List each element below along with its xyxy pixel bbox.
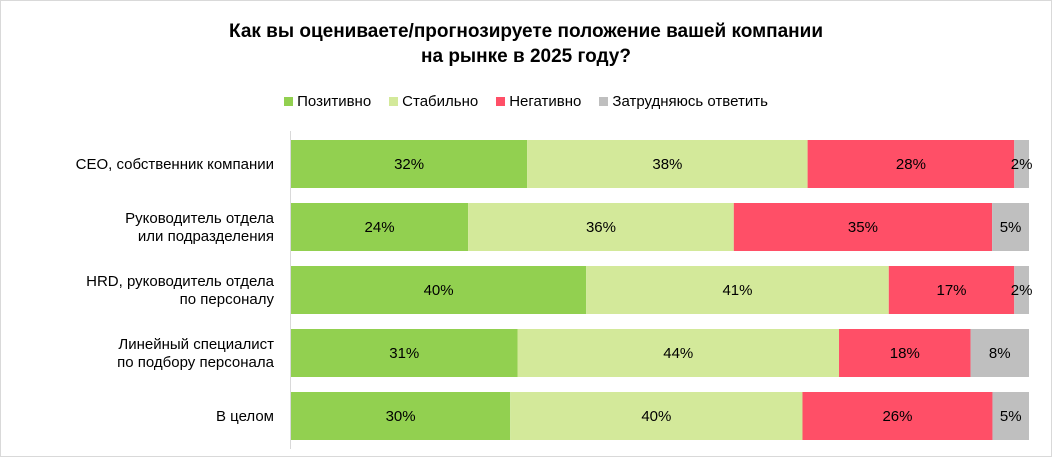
chart-title-line-2: на рынке в 2025 году?	[421, 46, 631, 67]
bar-segment	[291, 203, 469, 251]
data-label: 40%	[641, 408, 671, 425]
bar-segment	[807, 140, 1015, 188]
bar-segment	[888, 266, 1015, 314]
category-label-line: В целом	[216, 408, 274, 425]
bar-segment	[992, 203, 1029, 251]
data-label: 32%	[394, 156, 424, 173]
legend-item-stable: Стабильно	[389, 93, 478, 110]
category-label-line: по подбору персонала	[117, 354, 274, 371]
data-label: 26%	[882, 408, 912, 425]
legend-label-undecided: Затрудняюсь ответить	[612, 93, 768, 110]
chart-legend: Позитивно Стабильно Негативно Затрудняюс…	[1, 93, 1051, 110]
bar-segment	[1014, 140, 1029, 188]
legend-label-stable: Стабильно	[402, 93, 479, 110]
category-label: HRD, руководитель отдела по персоналу	[86, 273, 275, 308]
category-label-line: по персоналу	[180, 291, 275, 308]
bar-segment	[970, 329, 1029, 377]
data-label: 30%	[386, 408, 416, 425]
chart-title-line-1: Как вы оцениваете/прогнозируете положени…	[228, 21, 824, 42]
data-label: 35%	[848, 219, 878, 236]
data-label: 44%	[663, 345, 693, 362]
data-label: 24%	[365, 219, 395, 236]
category-label-line: или подразделения	[138, 228, 274, 245]
bar-segment	[733, 203, 993, 251]
data-label: 36%	[586, 219, 616, 236]
data-label: 41%	[722, 282, 752, 299]
data-label: 17%	[936, 282, 966, 299]
bar-segment	[291, 140, 528, 188]
category-label-line: Линейный специалист	[118, 336, 274, 353]
legend-swatch-negative	[496, 97, 506, 106]
data-label: 5%	[1000, 408, 1022, 425]
chart-title: Как вы оцениваете/прогнозируете положени…	[1, 19, 1051, 69]
legend-label-negative: Негативно	[509, 93, 582, 110]
bar-segment	[527, 140, 808, 188]
category-label: Линейный специалист по подбору персонала	[117, 336, 274, 371]
bar-segment	[291, 329, 518, 377]
data-label: 31%	[389, 345, 419, 362]
category-label: Руководитель отдела или подразделения	[125, 210, 275, 245]
legend-swatch-undecided	[599, 97, 609, 106]
legend-item-positive: Позитивно	[284, 93, 371, 110]
data-label: 38%	[652, 156, 682, 173]
category-label: В целом	[216, 408, 274, 425]
bar-segment	[1014, 266, 1029, 314]
category-label: CEO, собственник компании	[76, 156, 274, 173]
legend-item-negative: Негативно	[496, 93, 581, 110]
bar-segment	[468, 203, 734, 251]
legend-swatch-stable	[389, 97, 399, 106]
data-label: 2%	[1011, 156, 1033, 173]
category-label-line: Руководитель отдела	[125, 210, 275, 227]
category-label-line: CEO, собственник компании	[76, 156, 274, 173]
bar-segment	[291, 392, 511, 440]
bar-segment	[839, 329, 971, 377]
legend-swatch-positive	[284, 97, 294, 106]
bar-segment	[291, 266, 587, 314]
data-label: 2%	[1011, 282, 1033, 299]
data-label: 28%	[896, 156, 926, 173]
bar-segment	[510, 392, 803, 440]
legend-label-positive: Позитивно	[297, 93, 372, 110]
bar-segment	[517, 329, 840, 377]
data-label: 5%	[1000, 219, 1022, 236]
bar-segment	[586, 266, 889, 314]
data-label: 18%	[890, 345, 920, 362]
data-label: 8%	[989, 345, 1011, 362]
category-label-line: HRD, руководитель отдела	[86, 273, 275, 290]
bar-segment	[802, 392, 993, 440]
bar-segment	[992, 392, 1029, 440]
data-label: 40%	[424, 282, 454, 299]
legend-item-undecided: Затрудняюсь ответить	[599, 93, 768, 110]
